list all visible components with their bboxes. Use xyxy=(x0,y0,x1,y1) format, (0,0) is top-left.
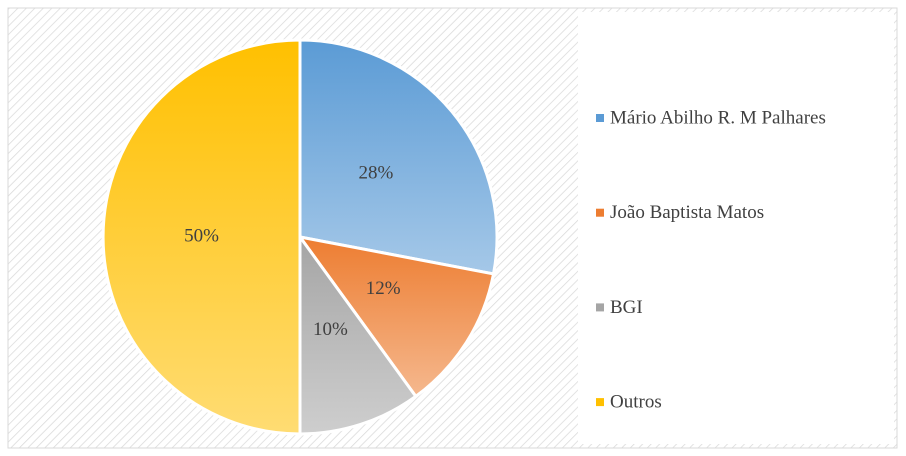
legend-label: João Baptista Matos xyxy=(610,202,764,223)
data-label: 12% xyxy=(366,278,401,299)
legend-label: Outros xyxy=(610,391,662,412)
legend-marker xyxy=(596,208,604,217)
data-label: 10% xyxy=(313,319,348,340)
pie-slice xyxy=(296,234,496,399)
pie-slice xyxy=(298,232,418,436)
legend-marker xyxy=(596,303,604,312)
data-label: 50% xyxy=(184,225,219,246)
legend-marker xyxy=(596,114,604,122)
legend-marker xyxy=(596,398,604,407)
pie-slice xyxy=(298,38,499,276)
data-label: 28% xyxy=(358,163,393,184)
pie-slice xyxy=(101,38,302,436)
legend-area xyxy=(578,12,894,444)
legend-label: BGI xyxy=(610,297,643,318)
legend-label: Mário Abilho R. M Palhares xyxy=(610,107,826,128)
